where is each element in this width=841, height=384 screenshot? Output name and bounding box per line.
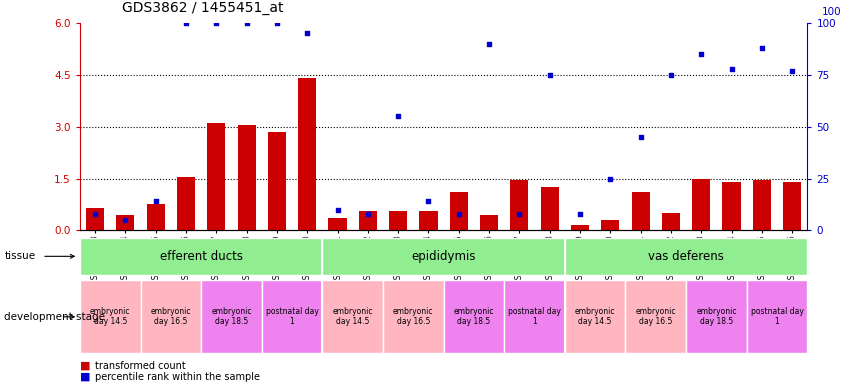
Bar — [267, 132, 286, 230]
Text: embryonic
day 14.5: embryonic day 14.5 — [90, 307, 130, 326]
Bar — [480, 215, 498, 230]
Point — [300, 30, 314, 36]
Point — [725, 66, 738, 72]
Point — [270, 20, 283, 26]
Bar — [722, 182, 741, 230]
Text: vas deferens: vas deferens — [648, 250, 724, 263]
Point — [695, 51, 708, 57]
Text: efferent ducts: efferent ducts — [160, 250, 243, 263]
Text: postnatal day
1: postnatal day 1 — [751, 307, 803, 326]
Point — [574, 211, 587, 217]
Point — [755, 45, 769, 51]
Text: postnatal day
1: postnatal day 1 — [508, 307, 561, 326]
Text: 100%: 100% — [822, 7, 841, 17]
Bar — [541, 187, 558, 230]
Point — [513, 211, 526, 217]
Text: GDS3862 / 1455451_at: GDS3862 / 1455451_at — [122, 2, 283, 15]
Bar — [662, 213, 680, 230]
Bar — [207, 123, 225, 230]
Text: embryonic
day 14.5: embryonic day 14.5 — [332, 307, 373, 326]
Text: percentile rank within the sample: percentile rank within the sample — [95, 372, 260, 382]
Text: embryonic
day 18.5: embryonic day 18.5 — [696, 307, 737, 326]
Point — [664, 72, 678, 78]
Bar — [420, 211, 437, 230]
Bar — [237, 125, 256, 230]
Bar — [510, 180, 528, 230]
Text: embryonic
day 16.5: embryonic day 16.5 — [636, 307, 676, 326]
Text: development stage: development stage — [4, 312, 105, 322]
Point — [149, 198, 162, 204]
Bar — [389, 211, 407, 230]
Text: tissue: tissue — [4, 251, 35, 262]
Text: embryonic
day 16.5: embryonic day 16.5 — [393, 307, 434, 326]
Bar — [632, 192, 650, 230]
Bar — [450, 192, 468, 230]
Point — [634, 134, 648, 140]
Point — [119, 217, 132, 223]
Point — [391, 113, 405, 119]
Point — [452, 211, 466, 217]
Bar — [86, 208, 104, 230]
Text: ■: ■ — [80, 372, 90, 382]
Point — [88, 211, 102, 217]
Point — [240, 20, 253, 26]
Text: transformed count: transformed count — [95, 361, 186, 371]
Bar — [601, 220, 620, 230]
Text: embryonic
day 18.5: embryonic day 18.5 — [453, 307, 495, 326]
Bar — [692, 179, 711, 230]
Bar — [571, 225, 589, 230]
Point — [483, 41, 496, 47]
Bar — [298, 78, 316, 230]
Text: embryonic
day 14.5: embryonic day 14.5 — [575, 307, 616, 326]
Bar — [177, 177, 195, 230]
Text: postnatal day
1: postnatal day 1 — [266, 307, 319, 326]
Bar — [146, 204, 165, 230]
Bar — [753, 180, 771, 230]
Point — [179, 20, 193, 26]
Point — [421, 198, 435, 204]
Text: embryonic
day 18.5: embryonic day 18.5 — [211, 307, 251, 326]
Text: embryonic
day 16.5: embryonic day 16.5 — [151, 307, 191, 326]
Point — [209, 20, 223, 26]
Point — [604, 175, 617, 182]
Point — [543, 72, 557, 78]
Point — [361, 211, 374, 217]
Text: ■: ■ — [80, 361, 90, 371]
Bar — [359, 211, 377, 230]
Text: epididymis: epididymis — [411, 250, 476, 263]
Point — [785, 68, 799, 74]
Point — [331, 207, 344, 213]
Bar — [329, 218, 346, 230]
Bar — [783, 182, 801, 230]
Bar — [116, 215, 135, 230]
